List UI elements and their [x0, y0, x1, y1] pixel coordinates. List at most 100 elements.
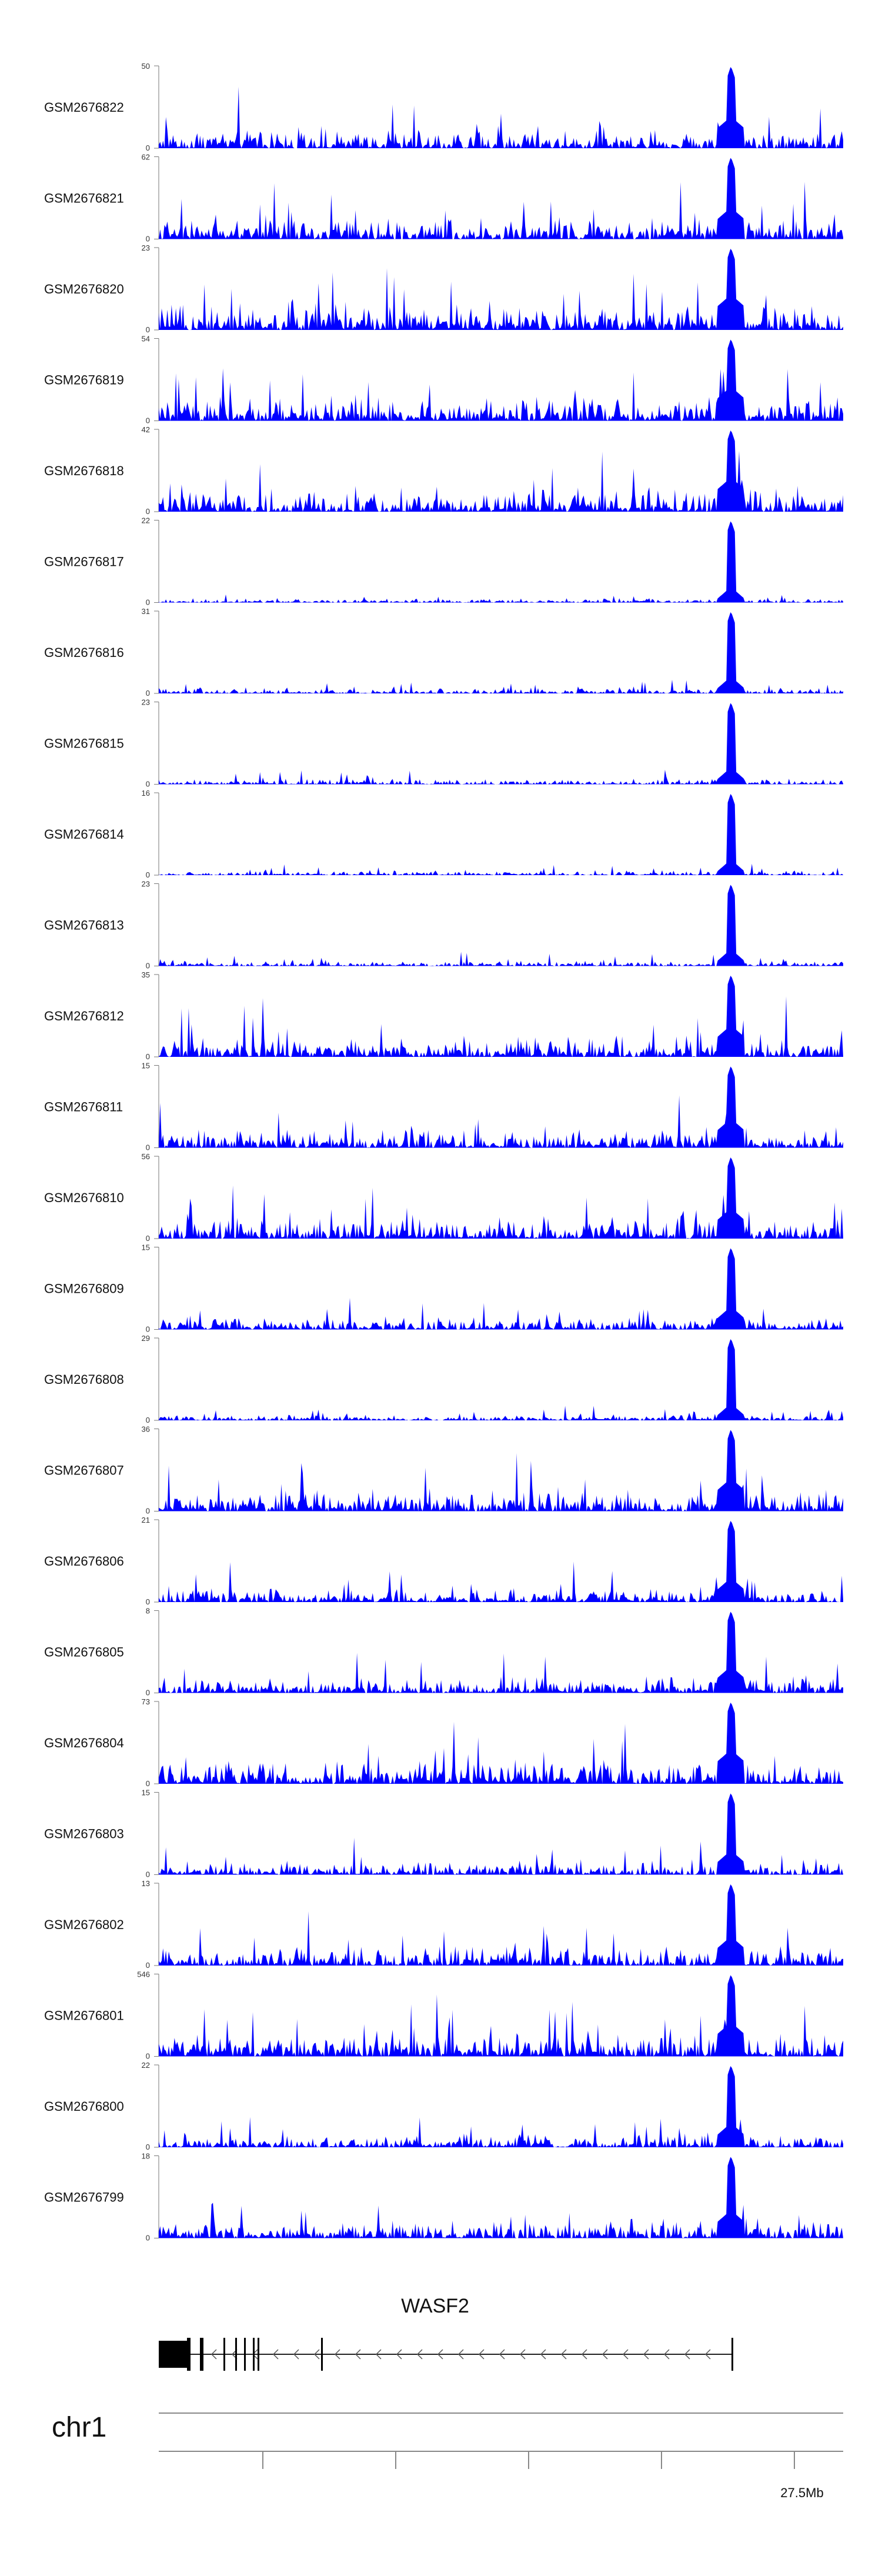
coordinate-label: 27.5Mb [780, 2485, 823, 2500]
signal-tracks: GSM2676822500GSM2676821620GSM2676820230G… [44, 62, 843, 2243]
exon [258, 2338, 259, 2371]
y-min-tick-label: 0 [146, 1961, 150, 1970]
track-label: GSM2676811 [44, 1100, 123, 1115]
y-max-tick-label: 15 [142, 1243, 150, 1252]
y-max-tick-label: 23 [142, 698, 150, 707]
exon [187, 2338, 191, 2371]
y-max-tick-label: 56 [142, 1152, 150, 1161]
y-max-tick-label: 23 [142, 880, 150, 889]
strand-arrow [396, 2349, 402, 2360]
strand-arrow [313, 2349, 320, 2360]
y-max-tick-label: 21 [142, 1516, 150, 1524]
track-GSM2676820: GSM2676820 23 0 [44, 243, 843, 334]
track-label: GSM2676820 [44, 282, 124, 296]
y-max-tick-label: 36 [142, 1425, 150, 1434]
coverage-area [159, 1703, 843, 1784]
y-min-tick-label: 0 [146, 1052, 150, 1061]
track-label: GSM2676809 [44, 1282, 124, 1296]
strand-arrow [355, 2349, 361, 2360]
exon [244, 2338, 246, 2371]
chromosome-label: chr1 [52, 2412, 106, 2443]
y-min-tick-label: 0 [146, 1416, 150, 1424]
gene-exons [187, 2338, 733, 2371]
track-label: GSM2676816 [44, 645, 124, 660]
coverage-area [159, 1066, 843, 1148]
y-min-tick-label: 0 [146, 780, 150, 789]
track-GSM2676809: GSM2676809 15 0 [44, 1243, 843, 1334]
strand-arrow [663, 2349, 670, 2360]
coverage-area [159, 1611, 843, 1693]
y-max-tick-label: 546 [137, 1970, 150, 1979]
y-min-tick-label: 0 [146, 1870, 150, 1879]
track-GSM2676822: GSM2676822 50 0 [44, 62, 843, 152]
y-min-tick-label: 0 [146, 1597, 150, 1606]
y-max-tick-label: 23 [142, 243, 150, 252]
strand-arrow [684, 2349, 690, 2360]
y-max-tick-label: 73 [142, 1697, 150, 1706]
track-GSM2676816: GSM2676816 31 0 [44, 607, 843, 698]
coverage-area [159, 885, 843, 966]
strand-arrow [643, 2349, 649, 2360]
track-GSM2676819: GSM2676819 54 0 [44, 335, 843, 425]
y-max-tick-label: 18 [142, 2152, 150, 2161]
y-min-tick-label: 0 [146, 1143, 150, 1152]
track-GSM2676800: GSM2676800 22 0 [44, 2061, 843, 2151]
y-min-tick-label: 0 [146, 507, 150, 516]
exon [321, 2338, 323, 2371]
track-GSM2676807: GSM2676807 36 0 [44, 1425, 843, 1516]
track-label: GSM2676803 [44, 1827, 124, 1841]
track-label: GSM2676822 [44, 100, 124, 115]
y-min-tick-label: 0 [146, 2052, 150, 2061]
y-min-tick-label: 0 [146, 689, 150, 698]
strand-arrow [622, 2349, 629, 2360]
track-GSM2676814: GSM2676814 16 0 [44, 789, 843, 879]
y-min-tick-label: 0 [146, 1689, 150, 1697]
coverage-area [159, 612, 843, 693]
coverage-area [159, 703, 843, 785]
strand-arrow [540, 2349, 546, 2360]
track-label: GSM2676807 [44, 1463, 124, 1478]
strand-arrow [560, 2349, 567, 2360]
y-min-tick-label: 0 [146, 962, 150, 970]
coverage-area [159, 1884, 843, 1966]
y-min-tick-label: 0 [146, 325, 150, 334]
y-min-tick-label: 0 [146, 144, 150, 152]
coverage-area [159, 1339, 843, 1420]
coverage-area [159, 521, 843, 603]
strand-arrow [211, 2349, 217, 2360]
coverage-area [159, 249, 843, 330]
strand-arrow [602, 2349, 608, 2360]
gene-utr-block [159, 2341, 187, 2368]
coverage-area [159, 2157, 843, 2238]
y-max-tick-label: 15 [142, 1062, 150, 1070]
coverage-area [159, 431, 843, 512]
coverage-area [159, 794, 843, 875]
y-min-tick-label: 0 [146, 1234, 150, 1243]
coverage-area [159, 1975, 843, 2057]
track-label: GSM2676810 [44, 1190, 124, 1205]
y-min-tick-label: 0 [146, 870, 150, 879]
strand-arrow [375, 2349, 382, 2360]
y-max-tick-label: 54 [142, 335, 150, 343]
y-min-tick-label: 0 [146, 2143, 150, 2151]
y-max-tick-label: 16 [142, 789, 150, 798]
strand-arrow [293, 2349, 299, 2360]
track-label: GSM2676819 [44, 373, 124, 388]
track-GSM2676815: GSM2676815 23 0 [44, 698, 843, 789]
track-label: GSM2676814 [44, 827, 124, 842]
coordinate-ticks [262, 2451, 795, 2469]
exon [731, 2338, 733, 2371]
strand-arrow [457, 2349, 464, 2360]
strand-arrow [581, 2349, 587, 2360]
track-label: GSM2676808 [44, 1372, 124, 1387]
track-GSM2676804: GSM2676804 73 0 [44, 1697, 843, 1788]
chromosome-axis: chr1 27.5Mb [52, 2412, 843, 2500]
exon [223, 2338, 225, 2371]
y-min-tick-label: 0 [146, 235, 150, 243]
track-GSM2676812: GSM2676812 35 0 [44, 970, 843, 1061]
gene-model: WASF2 [159, 2295, 733, 2371]
track-label: GSM2676821 [44, 191, 124, 206]
track-label: GSM2676818 [44, 463, 124, 478]
y-min-tick-label: 0 [146, 1507, 150, 1516]
